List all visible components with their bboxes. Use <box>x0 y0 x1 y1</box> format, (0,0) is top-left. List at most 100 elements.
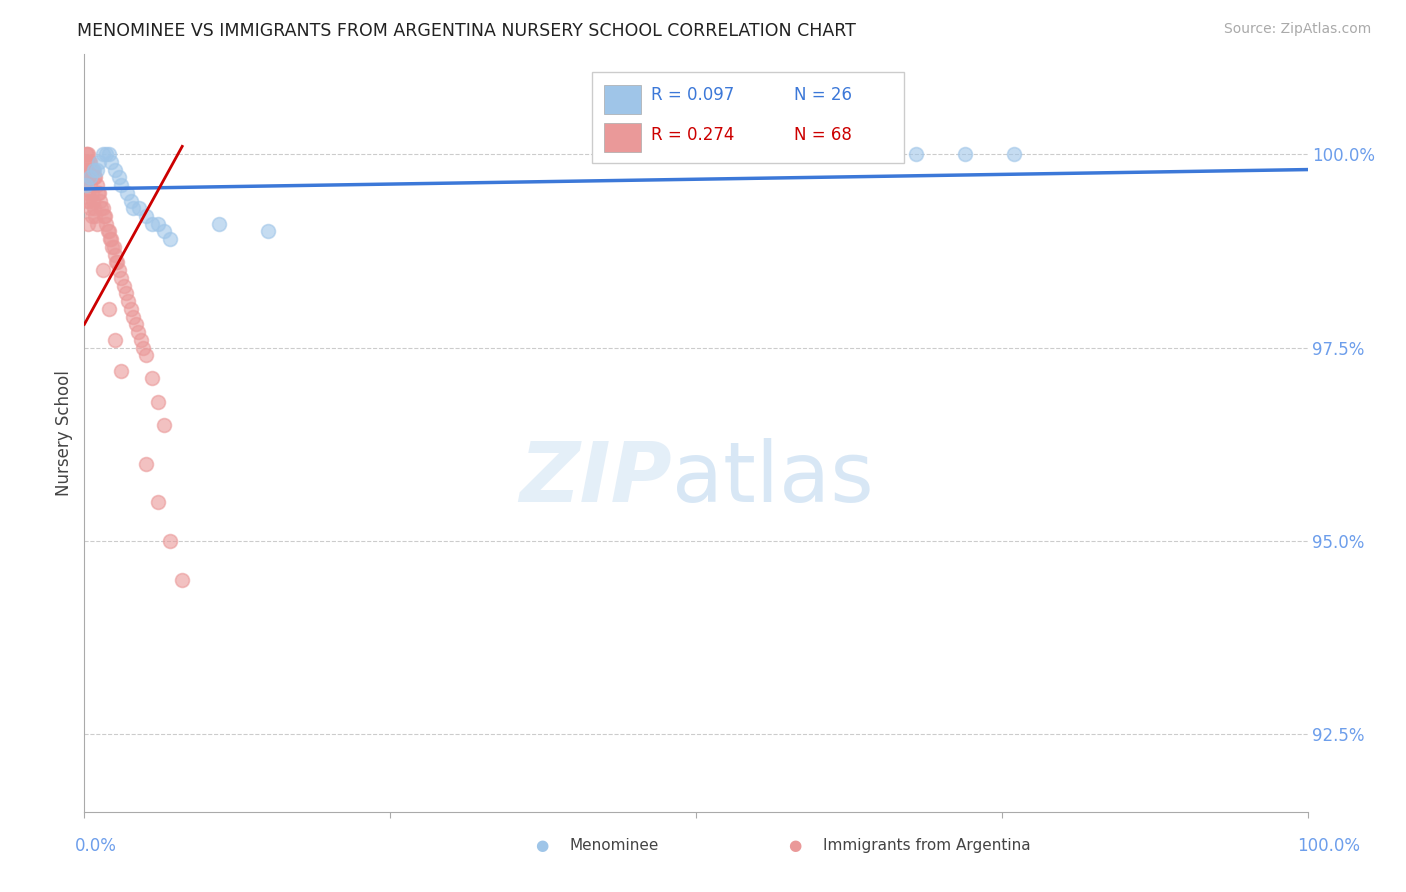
Point <box>87 186 110 200</box>
Text: R = 0.274: R = 0.274 <box>651 126 734 144</box>
Point <box>159 533 181 548</box>
Point <box>141 217 163 231</box>
Point <box>82 194 104 208</box>
Point <box>79 154 101 169</box>
Point <box>172 573 194 587</box>
Point <box>208 217 231 231</box>
Text: 0.0%: 0.0% <box>75 837 117 855</box>
Point <box>120 194 142 208</box>
Point <box>146 495 169 509</box>
Point <box>153 417 176 432</box>
Point <box>141 371 163 385</box>
Point <box>112 278 135 293</box>
Y-axis label: Nursery School: Nursery School <box>55 369 73 496</box>
Point <box>80 162 103 177</box>
Point <box>77 170 100 185</box>
Point <box>132 341 155 355</box>
FancyBboxPatch shape <box>605 86 641 114</box>
Text: R = 0.097: R = 0.097 <box>651 87 734 104</box>
Point <box>100 154 122 169</box>
Point <box>75 178 97 192</box>
Point <box>159 232 181 246</box>
Point <box>97 224 120 238</box>
Point <box>135 457 157 471</box>
Point <box>100 232 122 246</box>
Text: ●: ● <box>787 838 801 853</box>
FancyBboxPatch shape <box>592 72 904 163</box>
Point <box>103 240 125 254</box>
Point <box>76 147 98 161</box>
Point <box>257 224 280 238</box>
Point <box>122 201 145 215</box>
Point <box>953 147 976 161</box>
Text: N = 68: N = 68 <box>794 126 852 144</box>
Point <box>82 162 104 177</box>
Point <box>146 217 169 231</box>
Point <box>905 147 928 161</box>
Point <box>76 194 98 208</box>
Point <box>91 201 114 215</box>
Point <box>117 294 139 309</box>
Point <box>94 209 117 223</box>
Point <box>75 178 97 192</box>
Point <box>97 301 120 316</box>
Point <box>135 348 157 362</box>
Point <box>93 209 115 223</box>
Point <box>80 186 103 200</box>
Point <box>97 224 120 238</box>
Point <box>104 248 127 262</box>
Point <box>89 194 111 208</box>
Point <box>127 325 149 339</box>
Point <box>80 209 103 223</box>
Text: 100.0%: 100.0% <box>1298 837 1360 855</box>
Point <box>1002 147 1025 161</box>
Point <box>83 170 105 185</box>
Point <box>77 217 100 231</box>
Point <box>87 186 110 200</box>
Point <box>84 209 107 223</box>
Text: MENOMINEE VS IMMIGRANTS FROM ARGENTINA NURSERY SCHOOL CORRELATION CHART: MENOMINEE VS IMMIGRANTS FROM ARGENTINA N… <box>77 22 856 40</box>
Point <box>107 170 129 185</box>
Point <box>104 333 127 347</box>
Point <box>77 147 100 161</box>
Point <box>77 186 100 200</box>
Point <box>115 186 138 200</box>
Point <box>110 178 132 192</box>
Point <box>75 162 97 177</box>
Point <box>129 333 152 347</box>
Point <box>77 194 100 208</box>
Point <box>107 263 129 277</box>
Point <box>96 217 118 231</box>
Point <box>86 178 108 192</box>
Point <box>101 240 124 254</box>
Point <box>77 154 100 169</box>
Point <box>87 154 110 169</box>
Point <box>135 209 157 223</box>
Text: Menominee: Menominee <box>569 838 659 853</box>
Point <box>96 147 118 161</box>
Text: Source: ZipAtlas.com: Source: ZipAtlas.com <box>1223 22 1371 37</box>
Point <box>98 232 121 246</box>
Point <box>83 201 105 215</box>
FancyBboxPatch shape <box>605 123 641 153</box>
Point <box>76 154 98 169</box>
Text: Immigrants from Argentina: Immigrants from Argentina <box>823 838 1031 853</box>
Point <box>97 147 120 161</box>
Point <box>153 224 176 238</box>
Point <box>90 201 112 215</box>
Text: N = 26: N = 26 <box>794 87 852 104</box>
Point <box>104 162 127 177</box>
Point <box>79 178 101 192</box>
Point <box>77 162 100 177</box>
Point <box>105 255 128 269</box>
Point <box>86 217 108 231</box>
Point <box>91 263 114 277</box>
Point <box>146 394 169 409</box>
Point <box>110 271 132 285</box>
Point <box>79 201 101 215</box>
Point <box>76 170 98 185</box>
Text: atlas: atlas <box>672 438 873 518</box>
Point <box>122 310 145 324</box>
Point <box>91 147 114 161</box>
Point <box>105 255 128 269</box>
